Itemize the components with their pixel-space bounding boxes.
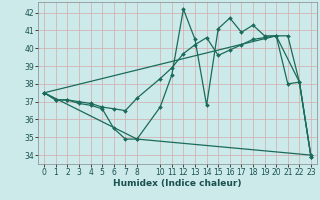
X-axis label: Humidex (Indice chaleur): Humidex (Indice chaleur) bbox=[113, 179, 242, 188]
